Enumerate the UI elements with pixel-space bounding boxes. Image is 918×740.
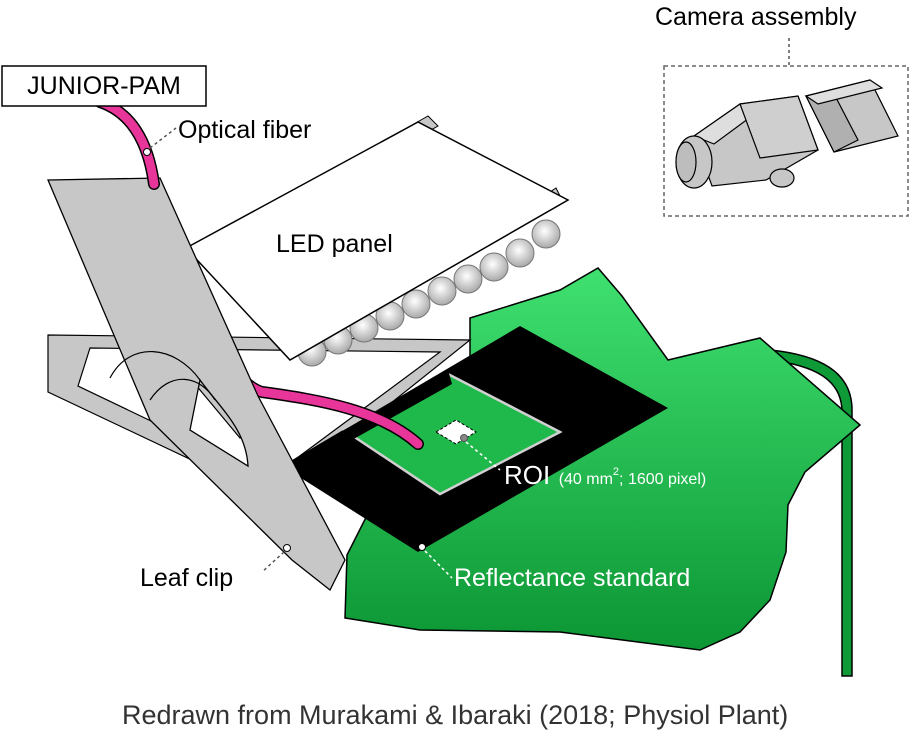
led-bulb <box>505 238 535 268</box>
roi-pointer-dot <box>460 434 468 442</box>
junior-pam-label: JUNIOR-PAM <box>27 72 181 100</box>
roi-label: ROI (40 mm2; 1600 pixel) <box>504 460 706 490</box>
led-bulb <box>479 252 509 282</box>
led-bulb <box>401 289 431 319</box>
led-panel-label: LED panel <box>276 230 393 258</box>
camera-assembly-label: Camera assembly <box>655 3 857 31</box>
junior-pam-box <box>1 65 207 107</box>
led-bulbs <box>297 219 561 367</box>
led-bulb <box>531 219 561 249</box>
led-bulb <box>453 264 483 294</box>
clip-pointer-line <box>261 551 285 573</box>
credit-text: Redrawn from Murakami & Ibaraki (2018; P… <box>122 700 789 730</box>
optical-fiber-label: Optical fiber <box>178 116 311 144</box>
leaf-clip-arc <box>109 351 216 401</box>
standard-pointer-line <box>424 550 453 579</box>
roi-pointer-line <box>465 441 501 471</box>
standard-back-bar <box>330 370 452 450</box>
led-panel <box>184 121 570 361</box>
led-bulb <box>427 276 457 306</box>
fiber-pointer-dot <box>143 148 151 156</box>
leaf-stem <box>767 349 853 677</box>
leaf-clip-label: Leaf clip <box>140 564 233 592</box>
camera-illustration <box>675 79 899 189</box>
standard-pointer-dot <box>418 543 426 551</box>
clip-pointer-dot <box>283 544 291 552</box>
reflectance-standard-label: Reflectance standard <box>454 564 690 592</box>
fiber-pointer-line <box>149 127 177 149</box>
